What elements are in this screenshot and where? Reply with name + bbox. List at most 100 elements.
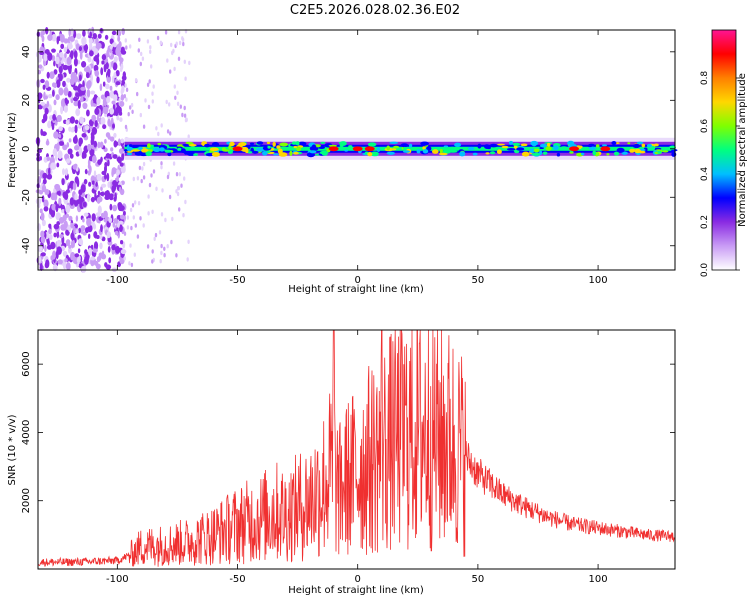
noise-blob	[121, 27, 125, 36]
x-tick-label: -50	[229, 574, 245, 585]
noise-blob	[39, 263, 43, 271]
band-speckle	[189, 144, 197, 147]
noise-blob	[76, 178, 80, 188]
band-speckle	[153, 147, 161, 152]
band-speckle	[657, 150, 662, 154]
noise-blob	[107, 69, 111, 78]
noise-blob	[150, 64, 153, 69]
noise-blob	[183, 113, 187, 118]
band-speckle	[293, 145, 298, 149]
noise-blob	[177, 186, 180, 191]
noise-blob	[49, 207, 52, 215]
noise-blob	[73, 198, 79, 207]
noise-blob	[56, 114, 62, 123]
band-speckle	[311, 144, 317, 150]
band-speckle	[454, 142, 462, 147]
noise-blob	[100, 94, 105, 100]
noise-blob	[64, 258, 68, 263]
noise-blob	[146, 39, 150, 44]
noise-blob	[43, 113, 48, 122]
noise-blob	[37, 244, 43, 253]
noise-blob	[120, 88, 124, 95]
noise-blob	[126, 215, 130, 220]
noise-blob	[90, 256, 96, 261]
noise-blob	[114, 230, 119, 236]
band-speckle	[339, 141, 347, 146]
noise-blob	[82, 231, 87, 236]
noise-blob	[54, 183, 60, 190]
noise-blob	[60, 43, 65, 49]
noise-blob	[72, 164, 77, 170]
noise-blob	[84, 255, 89, 265]
noise-blob	[113, 141, 120, 146]
noise-blob	[136, 91, 139, 97]
noise-blob	[123, 256, 126, 261]
noise-blob	[117, 36, 121, 42]
noise-blob	[178, 172, 181, 177]
noise-blob	[142, 124, 146, 129]
noise-blob	[78, 74, 82, 82]
band-speckle	[245, 149, 249, 154]
band-speckle	[159, 147, 165, 152]
noise-blob	[125, 45, 128, 50]
noise-blob	[63, 213, 70, 218]
band-speckle	[318, 146, 326, 150]
noise-blob	[68, 65, 72, 75]
band-speckle	[662, 150, 669, 153]
noise-blob	[41, 131, 47, 137]
noise-blob	[168, 102, 171, 107]
noise-blob	[101, 170, 107, 176]
noise-blob	[101, 236, 106, 242]
noise-blob	[58, 66, 63, 74]
noise-blob	[168, 194, 172, 200]
noise-blob	[77, 199, 81, 205]
noise-blob	[134, 200, 137, 205]
noise-blob	[100, 41, 105, 49]
noise-blob	[171, 216, 174, 222]
noise-blob	[188, 60, 191, 66]
noise-blob	[51, 48, 56, 53]
noise-blob	[115, 169, 121, 176]
band-speckle	[126, 152, 133, 156]
noise-blob	[65, 204, 71, 214]
band-speckle	[344, 149, 349, 152]
noise-blob	[43, 206, 49, 212]
noise-blob	[62, 80, 66, 88]
noise-blob	[130, 225, 133, 231]
colorbar-gradient	[711, 29, 737, 271]
noise-blob	[66, 77, 71, 83]
band-speckle	[588, 146, 596, 150]
noise-blob	[111, 169, 114, 178]
noise-blob	[46, 138, 49, 146]
band-speckle	[185, 141, 193, 145]
noise-blob	[96, 76, 100, 84]
noise-blob	[91, 155, 97, 164]
band-speckle	[485, 152, 490, 155]
noise-blob	[51, 203, 57, 211]
noise-blob	[69, 197, 75, 206]
noise-blob	[146, 82, 150, 88]
noise-blob	[93, 170, 97, 178]
noise-blob	[120, 46, 125, 55]
noise-blob	[129, 44, 132, 49]
spectrogram-y-label: Frequency (Hz)	[7, 112, 18, 188]
noise-blob	[181, 112, 184, 118]
noise-blob	[106, 74, 112, 83]
noise-blob	[78, 189, 83, 196]
band-hotspot	[328, 146, 339, 152]
noise-blob	[164, 217, 167, 223]
noise-blob	[174, 95, 177, 101]
noise-blob	[93, 260, 99, 266]
noise-blob	[175, 41, 178, 46]
noise-blob	[78, 46, 82, 52]
noise-blob	[63, 87, 69, 96]
noise-blob	[111, 75, 115, 84]
noise-blob	[111, 60, 114, 68]
noise-blob	[84, 125, 90, 131]
noise-blob	[62, 261, 67, 270]
band-speckle	[540, 143, 548, 148]
noise-blob	[91, 213, 96, 222]
noise-blob	[156, 35, 160, 41]
noise-blob	[112, 46, 116, 55]
noise-blob	[57, 190, 61, 196]
